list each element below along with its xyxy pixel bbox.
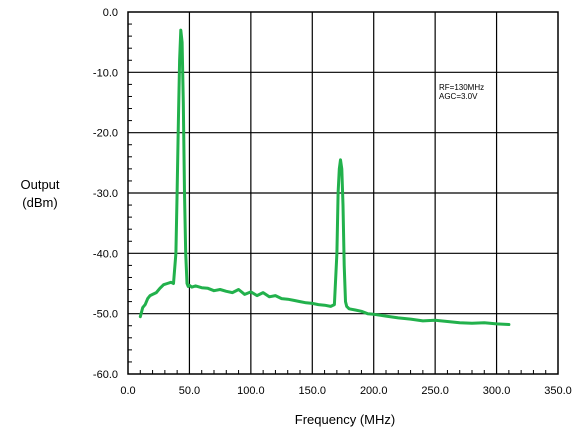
x-tick-label: 350.0 [544,385,572,397]
y-tick-label: -20.0 [93,128,118,140]
x-tick-label: 200.0 [360,385,388,397]
x-tick-label: 150.0 [299,385,327,397]
y-axis-title-line-2: (dBm) [22,195,57,210]
annotation-rf: RF=130MHz [439,83,484,92]
y-tick-label: 0.0 [103,7,118,19]
y-tick-labels: 0.0 -10.0 -20.0 -30.0 -40.0 -50.0 -60.0 [93,7,118,381]
x-axis-title: Frequency (MHz) [295,412,395,427]
y-tick-label: -60.0 [93,369,118,381]
series-layer [138,28,511,326]
y-tick-label: -50.0 [93,309,118,321]
x-tick-label: 250.0 [421,385,449,397]
x-tick-label: 50.0 [179,385,200,397]
series-line [138,28,511,326]
y-axis-title-line-1: Output [20,177,59,192]
plot-frame [127,11,559,375]
y-tick-label: -40.0 [93,248,118,260]
annotation-agc: AGC=3.0V [439,92,478,101]
x-tick-label: 0.0 [120,385,135,397]
x-tick-label: 100.0 [237,385,265,397]
x-tick-labels: 0.0 50.0 100.0 150.0 200.0 250.0 300.0 350.0 [120,385,571,397]
y-tick-label: -10.0 [93,67,118,79]
y-tick-label: -30.0 [93,188,118,200]
x-tick-label: 300.0 [483,385,511,397]
